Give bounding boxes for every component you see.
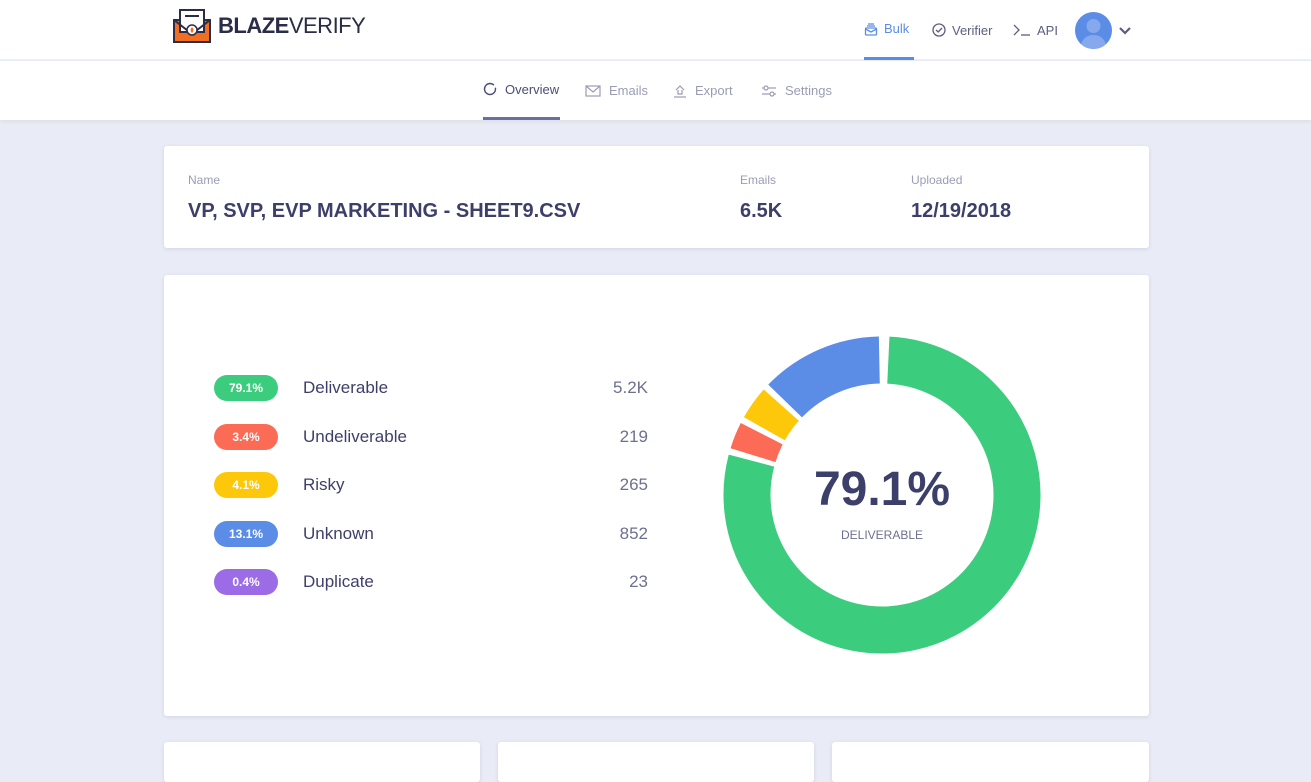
status-label: Risky: [303, 475, 345, 494]
bottom-card-1: [164, 742, 480, 782]
percent-badge: 3.4%: [214, 423, 278, 450]
summary-card: [164, 275, 1149, 716]
upload-icon: [674, 84, 686, 98]
tab-overview-label: Overview: [505, 81, 560, 97]
status-count: 265: [619, 475, 648, 494]
nav-verifier[interactable]: Verifier: [932, 0, 992, 60]
donut-segment-risky[interactable]: [743, 389, 800, 441]
tab-export-label: Export: [695, 83, 733, 98]
nav-verifier-label: Verifier: [952, 22, 993, 38]
sub-navigation: Overview Emails Export Settings: [0, 61, 1311, 120]
avatar[interactable]: [1075, 12, 1112, 49]
percent-badge: 79.1%: [214, 375, 278, 401]
nav-bulk[interactable]: Bulk: [864, 0, 914, 60]
user-icon: [1080, 19, 1107, 49]
logo-text-bold: BLAZE: [218, 13, 289, 38]
name-label: Name: [188, 173, 221, 187]
tab-settings-label: Settings: [785, 83, 832, 98]
donut-segment-unknown[interactable]: [768, 336, 881, 418]
status-count: 23: [629, 572, 648, 591]
tab-emails-label: Emails: [609, 83, 649, 98]
percent-badge: 4.1%: [214, 472, 278, 498]
uploaded-label: Uploaded: [911, 173, 963, 187]
file-name: VP, SVP, EVP MARKETING - SHEET9.CSV: [188, 200, 581, 222]
status-count: 5.2K: [613, 378, 648, 397]
donut-center-value: 79.1%: [813, 463, 951, 516]
status-label: Deliverable: [303, 378, 389, 397]
donut-segment-undeliverable[interactable]: [730, 423, 783, 463]
nav-bulk-label: Bulk: [884, 21, 910, 36]
legend-row: 4.1% Risky 265: [214, 472, 648, 498]
legend-row: 79.1% Deliverable 5.2K: [214, 375, 648, 401]
logo-text-light: VERIFY: [288, 13, 366, 38]
donut-chart: [723, 336, 1041, 654]
uploaded-date: 12/19/2018: [911, 200, 1012, 222]
chevron-down-icon[interactable]: [1118, 26, 1132, 36]
status-count: 219: [619, 426, 648, 446]
legend-row: 0.4% Duplicate 23: [214, 569, 648, 595]
tab-emails[interactable]: Emails: [585, 61, 648, 120]
status-label: Undeliverable: [303, 426, 407, 446]
legend-row: 13.1% Unknown 852: [214, 520, 648, 547]
top-bar: BLAZEVERIFY Bulk Verifier API: [0, 0, 1311, 60]
tab-settings[interactable]: Settings: [761, 61, 832, 120]
status-count: 852: [619, 523, 648, 543]
donut-segment-deliverable[interactable]: [723, 336, 1041, 654]
envelope-logo-icon: [173, 9, 211, 43]
tab-export[interactable]: Export: [673, 61, 733, 120]
inbox-icon: [864, 22, 878, 36]
circle-icon: [483, 82, 497, 96]
tab-overview[interactable]: Overview: [483, 61, 560, 120]
bottom-card-3: [832, 742, 1149, 782]
logo[interactable]: BLAZEVERIFY: [172, 8, 366, 44]
emails-count: 6.5K: [740, 200, 783, 222]
status-label: Duplicate: [303, 572, 374, 591]
emails-label: Emails: [740, 173, 777, 187]
nav-api-label: API: [1037, 22, 1058, 38]
envelope-icon: [585, 84, 601, 97]
donut-center-label: DELIVERABLE: [840, 528, 924, 542]
legend-row: 3.4% Undeliverable 219: [214, 423, 648, 450]
status-label: Unknown: [303, 523, 374, 543]
terminal-icon: [1013, 24, 1030, 36]
sliders-icon: [762, 84, 776, 97]
nav-api[interactable]: API: [1013, 0, 1058, 60]
file-info-card: Name VP, SVP, EVP MARKETING - SHEET9.CSV…: [164, 146, 1149, 248]
percent-badge: 0.4%: [214, 569, 278, 595]
percent-badge: 13.1%: [214, 520, 278, 547]
bottom-card-2: [498, 742, 814, 782]
check-circle-icon: [932, 23, 946, 37]
